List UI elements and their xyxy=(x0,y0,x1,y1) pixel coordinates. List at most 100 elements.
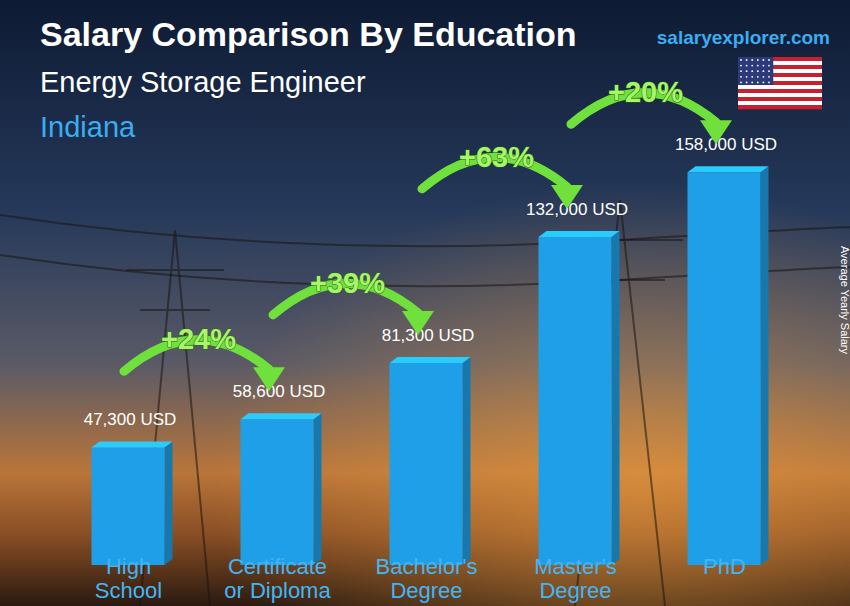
change-arrows: +24% +39% +63% +20% xyxy=(124,76,732,391)
change-arrow: +24% xyxy=(124,323,285,391)
arrow-head xyxy=(551,185,583,209)
data-label: 58,600 USD xyxy=(233,382,326,401)
x-tick-label-line: or Diploma xyxy=(224,578,331,603)
change-arrow: +39% xyxy=(273,267,434,335)
y-axis-title: Average Yearly Salary xyxy=(839,246,850,355)
title: Salary Comparison By Education xyxy=(40,15,577,53)
arrow-head xyxy=(700,120,732,144)
flag-star xyxy=(768,82,770,84)
x-tick-label: Certificateor Diploma xyxy=(224,554,331,603)
location: Indiana xyxy=(40,111,136,143)
flag-stripe xyxy=(738,97,822,101)
data-label: 158,000 USD xyxy=(675,135,777,154)
bar-group xyxy=(539,231,620,565)
bar-side xyxy=(314,413,322,565)
flag-star xyxy=(763,65,765,67)
bar-top xyxy=(688,166,769,172)
subtitle: Energy Storage Engineer xyxy=(40,66,366,98)
bar-side xyxy=(463,357,471,565)
chart: Salary Comparison By Education Energy Sto… xyxy=(0,0,850,606)
flag-star xyxy=(763,70,765,72)
x-tick-label: Master'sDegree xyxy=(534,554,616,603)
x-tick: PhD xyxy=(703,554,746,579)
bar-top xyxy=(539,231,620,237)
flag-star xyxy=(751,70,753,72)
flag-star xyxy=(768,59,770,61)
flag-star xyxy=(763,82,765,84)
x-tick-label-line: Certificate xyxy=(228,554,327,579)
flag-star xyxy=(740,59,742,61)
flag-star xyxy=(757,82,759,84)
x-tick-label-line: Master's xyxy=(534,554,616,579)
flag-star xyxy=(746,59,748,61)
flag-stripe xyxy=(738,105,822,109)
x-tick: Master'sDegree xyxy=(534,554,616,603)
bar xyxy=(92,447,165,565)
flag-star xyxy=(763,59,765,61)
bar-side xyxy=(612,231,620,565)
flag-star xyxy=(740,76,742,78)
flag-stripe xyxy=(738,85,822,89)
flag-star xyxy=(746,76,748,78)
flag-star xyxy=(763,76,765,78)
bars xyxy=(92,166,769,565)
x-tick-label: HighSchool xyxy=(95,554,162,603)
flag xyxy=(738,57,822,109)
flag-star xyxy=(757,70,759,72)
change-label: +20% xyxy=(608,76,683,108)
x-tick-label-line: Bachelor's xyxy=(375,554,477,579)
flag-star xyxy=(746,82,748,84)
bar-group xyxy=(92,441,173,565)
flag-stripe xyxy=(738,89,822,93)
flag-star xyxy=(768,70,770,72)
flag-star xyxy=(768,76,770,78)
flag-star xyxy=(757,65,759,67)
flag-star xyxy=(751,59,753,61)
bar-top xyxy=(241,413,322,419)
flag-star xyxy=(751,65,753,67)
x-tick-label-line: Degree xyxy=(390,578,462,603)
change-label: +24% xyxy=(161,323,236,355)
bar xyxy=(688,172,761,565)
change-label: +63% xyxy=(459,141,534,173)
flag-star xyxy=(740,65,742,67)
flag-star xyxy=(757,76,759,78)
x-tick: Bachelor'sDegree xyxy=(375,554,477,603)
flag-star xyxy=(768,65,770,67)
data-label: 81,300 USD xyxy=(382,326,475,345)
flag-stripe xyxy=(738,101,822,105)
flag-stripe xyxy=(738,93,822,97)
bar-group xyxy=(688,166,769,565)
bar-group xyxy=(241,413,322,565)
data-label: 132,000 USD xyxy=(526,200,628,219)
flag-star xyxy=(746,70,748,72)
flag-canton xyxy=(738,57,773,85)
flag-star xyxy=(740,70,742,72)
bar-top xyxy=(390,357,471,363)
x-tick-label-line: High xyxy=(106,554,151,579)
bar-side xyxy=(761,166,769,565)
flag-star xyxy=(740,82,742,84)
bar xyxy=(539,237,612,565)
data-labels: 47,300 USD 58,600 USD 81,300 USD 132,000 US… xyxy=(84,135,777,429)
bar xyxy=(241,419,314,565)
x-tick-label-line: School xyxy=(95,578,162,603)
flag-star xyxy=(757,59,759,61)
x-tick-label: Bachelor'sDegree xyxy=(375,554,477,603)
x-tick-label-line: Degree xyxy=(539,578,611,603)
arrow-head xyxy=(402,311,434,335)
change-arrow: +20% xyxy=(571,76,732,144)
arrow-head xyxy=(253,367,285,391)
x-tick-label-line: PhD xyxy=(703,554,746,579)
bar-top xyxy=(92,441,173,447)
flag-star xyxy=(751,76,753,78)
change-label: +39% xyxy=(310,267,385,299)
x-tick: Certificateor Diploma xyxy=(224,554,331,603)
bar xyxy=(390,363,463,565)
website: salaryexplorer.com xyxy=(657,27,830,48)
bar-group xyxy=(390,357,471,565)
data-label: 47,300 USD xyxy=(84,410,177,429)
x-tick: HighSchool xyxy=(95,554,162,603)
x-axis: HighSchool Certificateor Diploma Bachelor'… xyxy=(95,554,746,603)
flag-star xyxy=(746,65,748,67)
